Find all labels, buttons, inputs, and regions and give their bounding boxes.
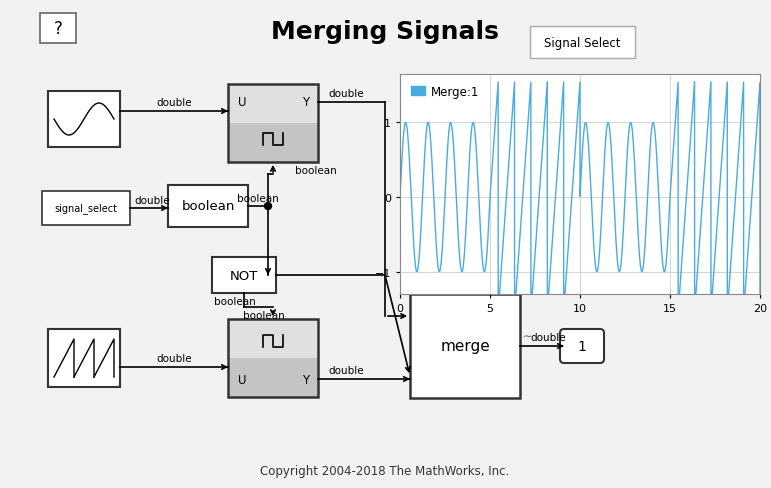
Bar xyxy=(410,294,520,398)
Text: Merging Signals: Merging Signals xyxy=(271,20,499,44)
Text: Y: Y xyxy=(302,96,310,109)
Text: boolean: boolean xyxy=(181,200,234,213)
Bar xyxy=(228,85,318,163)
Bar xyxy=(228,358,318,397)
Text: double: double xyxy=(530,332,566,342)
Text: ?: ? xyxy=(53,20,62,38)
Text: boolean: boolean xyxy=(295,165,337,176)
Bar xyxy=(228,85,318,124)
Text: signal_select: signal_select xyxy=(55,203,117,214)
Text: NOT: NOT xyxy=(230,269,258,282)
Bar xyxy=(228,124,318,163)
Text: Copyright 2004-2018 The MathWorks, Inc.: Copyright 2004-2018 The MathWorks, Inc. xyxy=(261,465,510,478)
Text: ∼: ∼ xyxy=(524,331,533,341)
Bar xyxy=(228,319,318,358)
Text: double: double xyxy=(328,89,364,99)
Bar xyxy=(48,329,120,387)
Bar xyxy=(40,14,76,44)
Text: double: double xyxy=(157,98,192,108)
Text: double: double xyxy=(134,196,170,205)
Text: boolean: boolean xyxy=(243,310,284,320)
Text: merge: merge xyxy=(440,339,490,354)
Legend: Merge:1: Merge:1 xyxy=(406,81,483,103)
Text: double: double xyxy=(157,353,192,363)
Text: Signal Select: Signal Select xyxy=(544,37,620,49)
Bar xyxy=(212,258,276,293)
Bar xyxy=(168,185,248,227)
Text: 1: 1 xyxy=(577,339,587,353)
Text: boolean: boolean xyxy=(237,194,279,203)
Text: double: double xyxy=(328,365,364,375)
Text: Y: Y xyxy=(302,373,310,386)
Circle shape xyxy=(264,203,271,210)
Text: boolean: boolean xyxy=(214,296,256,306)
Bar xyxy=(228,319,318,397)
Text: U: U xyxy=(237,373,246,386)
FancyBboxPatch shape xyxy=(560,329,604,363)
Text: U: U xyxy=(237,96,246,109)
Bar xyxy=(48,92,120,148)
Bar xyxy=(42,192,130,225)
Bar xyxy=(530,27,635,59)
